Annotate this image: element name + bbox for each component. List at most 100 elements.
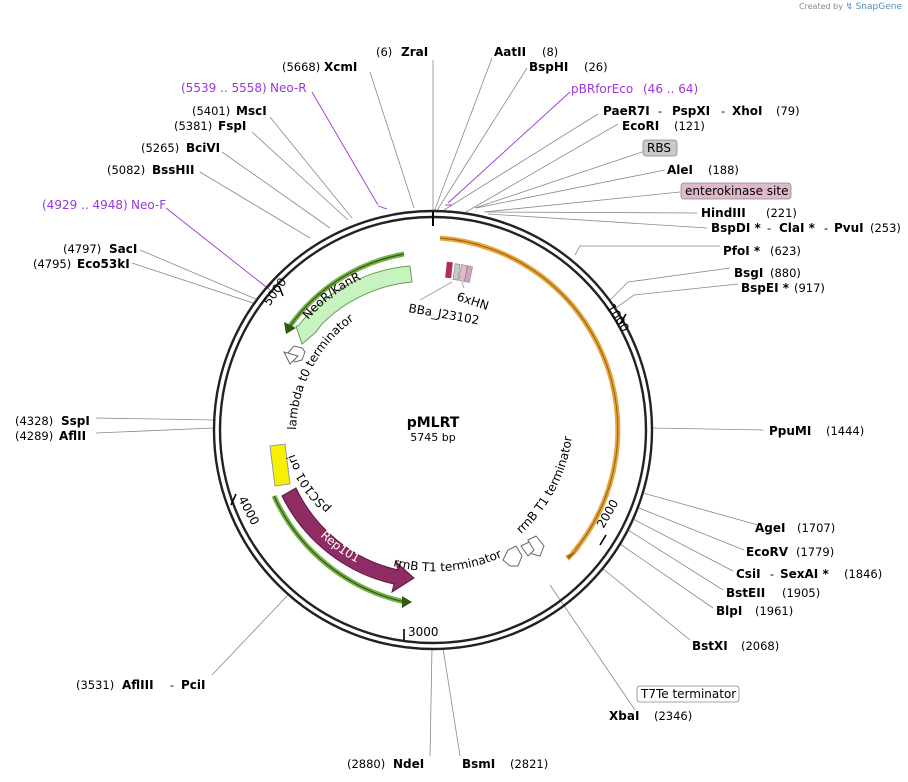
- rep101-feature-arrow: [281, 487, 415, 594]
- primer-name: Neo-F: [131, 198, 166, 212]
- site-pos: (2821): [510, 757, 548, 771]
- site-pos: (4328): [15, 414, 53, 428]
- site-pos: (5401): [192, 104, 230, 118]
- orange-arc-arrowhead: [565, 547, 581, 561]
- tick-5000: [278, 285, 284, 297]
- site-pos: (2880): [347, 757, 385, 771]
- site-pos: (880): [770, 266, 801, 280]
- primer-labels: (5539 .. 5558) Neo-R (4929 .. 4948) Neo-…: [42, 81, 698, 212]
- separator: -: [658, 104, 662, 118]
- site-pos: (1707): [797, 521, 835, 535]
- site-enzyme: FspI: [218, 119, 246, 133]
- site-pos: (8): [542, 45, 558, 59]
- site-enzyme: PvuI: [834, 221, 864, 235]
- site-pos: (188): [708, 163, 739, 177]
- primer-leaders: [165, 91, 571, 291]
- site-pos: (79): [776, 104, 800, 118]
- t7te-label-box: [636, 685, 740, 703]
- enterokinase-label-box: [680, 182, 792, 200]
- site-pos: (4795): [33, 257, 71, 271]
- site-pos: (2068): [741, 639, 779, 653]
- rbs-label-box: [642, 139, 678, 157]
- green-arc-bottom-core: [273, 495, 406, 603]
- site-enzyme: BspEI *: [741, 281, 790, 295]
- tick-marks: [230, 285, 627, 640]
- small-feature-leaders: [419, 281, 465, 301]
- site-enzyme: ZraI: [401, 45, 428, 59]
- rbs-marker: [452, 263, 461, 281]
- bba-promoter-marker: [445, 261, 453, 279]
- site-enzyme: SexAI *: [780, 567, 829, 581]
- site-enzyme: AflII: [59, 429, 86, 443]
- site-enzyme: Eco53kI: [77, 257, 130, 271]
- watermark-brand: SnapGene: [855, 2, 902, 12]
- site-enzyme: BsmI: [462, 757, 495, 771]
- site-pos: (6): [376, 45, 392, 59]
- separator: -: [721, 104, 725, 118]
- lambda-terminator-label: lambda t0 terminator: [285, 311, 356, 430]
- t7te-label: T7Te terminator: [640, 687, 736, 701]
- site-enzyme: NdeI: [393, 757, 424, 771]
- site-pos: (4797): [63, 242, 101, 256]
- site-enzyme: BspDI *: [711, 221, 761, 235]
- his-tag-marker: [464, 265, 473, 283]
- separator: -: [770, 567, 774, 581]
- neo-kan-feature-arrow: [295, 265, 413, 345]
- leader-lines: [95, 57, 765, 757]
- backbone-outer: [212, 209, 654, 651]
- site-pos: (5082): [107, 163, 145, 177]
- lambda-terminator-arrowhead: [283, 351, 299, 365]
- green-arc-top-core: [289, 253, 405, 327]
- site-enzyme: BstEII: [726, 586, 765, 600]
- site-enzyme: AflIII: [122, 678, 154, 692]
- site-pos: (917): [794, 281, 825, 295]
- site-enzyme: AleI: [667, 163, 693, 177]
- watermark-created-by: Created by: [798, 2, 843, 11]
- site-pos: (1905): [782, 586, 820, 600]
- site-enzyme: AatII: [494, 45, 526, 59]
- site-enzyme: XbaI: [609, 709, 639, 723]
- rrnb-terminator-arrow-3: [520, 541, 535, 557]
- plasmid-length: 5745 bp: [410, 431, 455, 444]
- site-enzyme: ClaI *: [779, 221, 816, 235]
- plasmid-name: pMLRT: [407, 415, 460, 431]
- site-enzyme: PaeR7I: [603, 104, 650, 118]
- site-enzyme: PpuMI: [769, 424, 811, 438]
- site-pos: (253): [870, 221, 901, 235]
- site-enzyme: CsiI: [736, 567, 761, 581]
- tick-2000: [599, 534, 607, 546]
- site-enzyme: EcoRI: [622, 119, 659, 133]
- site-enzyme: BciVI: [186, 141, 220, 155]
- tick-label-1000: 1000: [604, 301, 632, 334]
- site-pos: (1846): [844, 567, 882, 581]
- site-enzyme: BlpI: [716, 604, 742, 618]
- site-pos: (5668): [282, 60, 320, 74]
- site-enzyme: PfoI *: [723, 244, 761, 258]
- site-enzyme: MscI: [236, 104, 267, 118]
- site-enzyme: SacI: [109, 242, 137, 256]
- primer-range: (46 .. 64): [643, 82, 698, 96]
- site-pos: (1779): [796, 545, 834, 559]
- site-enzyme: BssHII: [152, 163, 194, 177]
- site-pos: (2346): [654, 709, 692, 723]
- site-enzyme: XhoI: [732, 104, 763, 118]
- site-enzyme: AgeI: [755, 521, 785, 535]
- tick-label-3000: 3000: [408, 625, 439, 639]
- separator: -: [170, 678, 174, 692]
- orange-feature-arc: [439, 235, 621, 556]
- psc101-ori-box: [269, 443, 291, 487]
- primer-range: (4929 .. 4948): [42, 198, 128, 212]
- snapgene-watermark: Created by ↯ SnapGene: [799, 2, 902, 12]
- site-pos: (623): [770, 244, 801, 258]
- rrnb-terminator-arrow-1: [502, 545, 523, 567]
- site-pos: (5265): [141, 141, 179, 155]
- site-enzyme: PciI: [181, 678, 206, 692]
- site-pos: (221): [766, 206, 797, 220]
- green-arc-bottom-arrowhead: [402, 596, 412, 608]
- orange-feature-arc-core: [439, 237, 619, 555]
- enzyme-labels: (6) ZraI (5668) XcmI AatII (8) BspHI (26…: [15, 45, 901, 771]
- site-enzyme: SspI: [61, 414, 90, 428]
- site-enzyme: EcoRV: [746, 545, 789, 559]
- primer-name: Neo-R: [270, 81, 307, 95]
